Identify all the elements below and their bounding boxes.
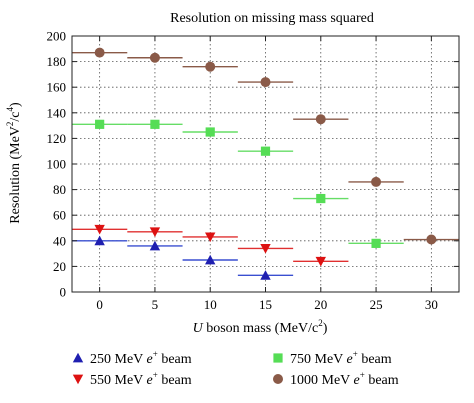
y-tick-label: 0 <box>60 285 67 300</box>
marker-series-3-point-4 <box>315 114 326 125</box>
marker-series-3-point-1 <box>149 52 160 63</box>
marker-series-2-point-1 <box>150 119 160 129</box>
x-tick-label: 15 <box>259 297 272 312</box>
data-markers <box>94 47 437 280</box>
x-tick-label: 10 <box>204 297 217 312</box>
x-tick-label: 0 <box>96 297 103 312</box>
y-axis-label-text: Resolution (MeV <box>8 126 23 224</box>
marker-series-1-point-3 <box>260 244 271 254</box>
legend-marker-2 <box>273 353 283 363</box>
marker-series-0-point-0 <box>94 235 105 246</box>
y-tick-label: 60 <box>53 208 66 223</box>
x-axis-label-sup: 2 <box>318 318 323 328</box>
legend-symbol-1 <box>72 374 84 385</box>
marker-series-0-point-1 <box>149 240 161 251</box>
marker-series-3-point-5 <box>371 176 382 187</box>
chart-title: Resolution on missing mass squared <box>170 11 374 26</box>
legend-item-750: 750 MeV e+ beam <box>273 349 392 367</box>
marker-series-3-point-6 <box>426 234 437 245</box>
y-axis-label-mid: /c <box>8 111 23 121</box>
axis-ticks: 0 5 10 15 20 25 30 0 20 40 60 80 100 120 140 160 180 200 <box>47 29 459 312</box>
y-axis-label-after: ) <box>8 102 23 107</box>
y-tick-label: 80 <box>53 182 66 197</box>
marker-series-1-point-0 <box>94 224 105 235</box>
x-tick-label: 25 <box>370 297 383 312</box>
y-tick-label: 160 <box>47 80 67 95</box>
marker-series-2-point-2 <box>205 127 215 137</box>
marker-series-0-point-2 <box>205 254 216 265</box>
legend-label-1000: 1000 MeV e+ beam <box>290 370 399 388</box>
y-tick-label: 20 <box>53 259 66 274</box>
x-axis-label-text: boson mass (MeV/c <box>203 321 319 336</box>
legend-marker-0 <box>72 352 84 363</box>
legend-marker-1 <box>72 374 84 385</box>
x-axis-label-italic: U <box>193 321 204 336</box>
marker-series-1-point-1 <box>149 227 161 238</box>
legend-item-250: 250 MeV e+ beam <box>72 349 192 367</box>
y-tick-label: 100 <box>47 157 67 172</box>
x-tick-label: 30 <box>425 297 438 312</box>
marker-series-3-point-2 <box>205 61 216 72</box>
marker-series-2-point-3 <box>260 146 271 156</box>
marker-series-3-point-0 <box>94 47 105 58</box>
y-tick-label: 40 <box>53 233 66 248</box>
legend: 250 MeV e+ beam 550 MeV e+ beam 750 MeV … <box>72 349 399 388</box>
y-tick-label: 120 <box>47 131 67 146</box>
marker-series-2-point-0 <box>95 119 105 129</box>
legend-symbol-2 <box>273 353 283 363</box>
x-tick-label: 20 <box>314 297 327 312</box>
marker-series-2-point-5 <box>371 238 381 248</box>
y-tick-label: 140 <box>47 105 67 120</box>
x-axis-label: U boson mass (MeV/c2) <box>193 318 328 336</box>
y-tick-label: 200 <box>47 29 67 44</box>
y-axis-label: Resolution (MeV2/c4) <box>5 102 23 224</box>
x-tick-label: 5 <box>152 297 159 312</box>
marker-series-1-point-2 <box>205 232 216 243</box>
legend-item-550: 550 MeV e+ beam <box>72 370 192 388</box>
y-axis-label-sup2: 4 <box>5 106 15 111</box>
marker-series-0-point-3 <box>260 270 271 280</box>
legend-label-750: 750 MeV e+ beam <box>290 349 392 367</box>
legend-label-250: 250 MeV e+ beam <box>90 349 192 367</box>
legend-symbol-0 <box>72 352 84 363</box>
legend-label-550: 550 MeV e+ beam <box>90 370 192 388</box>
x-axis-label-after: ) <box>323 321 328 336</box>
marker-series-1-point-4 <box>315 256 326 267</box>
legend-marker-3 <box>273 374 283 384</box>
y-axis-label-sup1: 2 <box>5 122 15 127</box>
marker-series-3-point-3 <box>260 77 271 88</box>
y-tick-label: 180 <box>47 54 67 69</box>
legend-symbol-3 <box>273 374 283 384</box>
marker-series-2-point-4 <box>316 193 326 204</box>
legend-item-1000: 1000 MeV e+ beam <box>273 370 399 388</box>
